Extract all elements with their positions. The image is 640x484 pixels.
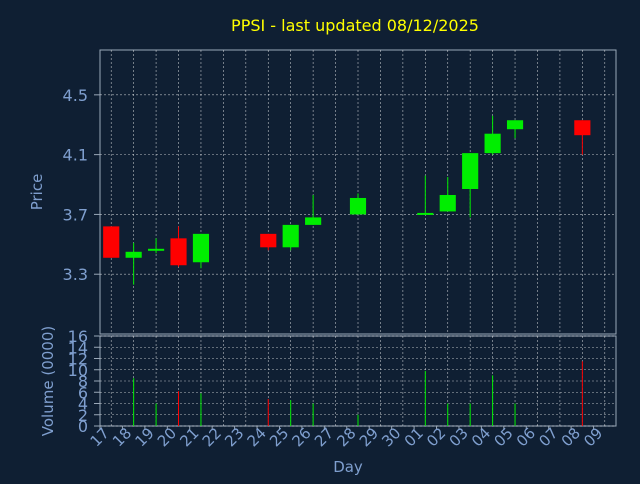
volume-axis-label: Volume (0000) [39,326,57,436]
chart-title: PPSI - last updated 08/12/2025 [231,16,479,35]
volume-tick-label: 4 [78,395,88,414]
candle-body [484,133,501,154]
candle-body [462,153,479,190]
candle-body [260,233,277,248]
price-tick-label: 3.7 [63,205,88,224]
volume-tick-label: 14 [68,338,88,357]
price-tick-label: 4.1 [63,146,88,165]
volume-tick-label: 10 [68,361,88,380]
price-axis-label: Price [28,174,46,211]
x-tick-label: 09 [580,424,606,450]
price-tick-label: 3.3 [63,265,88,284]
candle-body [305,217,322,225]
volume-tick-label: 8 [78,372,88,391]
candle-body [192,233,210,263]
price-tick-label: 4.5 [63,86,88,105]
candle-body [125,251,142,258]
candle-body [103,226,120,258]
x-axis-label: Day [333,458,363,476]
candle-body [439,194,456,212]
candle-body [282,224,299,248]
volume-tick-label: 16 [68,327,88,346]
candle-body [506,120,524,130]
x-axis: 1718192021222324252627282930010203040506… [87,424,607,450]
candle-body [417,212,434,215]
candle-body [349,197,367,215]
candle-body [574,120,591,136]
candle-body [170,238,187,266]
candle-body [148,248,165,251]
price-panel: 3.3 3.7 4.1 4.5 [63,49,617,335]
volume-tick-label: 0 [78,417,88,436]
volume-tick-label: 6 [78,383,88,402]
volume-tick-label: 2 [78,406,88,425]
volume-tick-label: 12 [68,350,88,369]
